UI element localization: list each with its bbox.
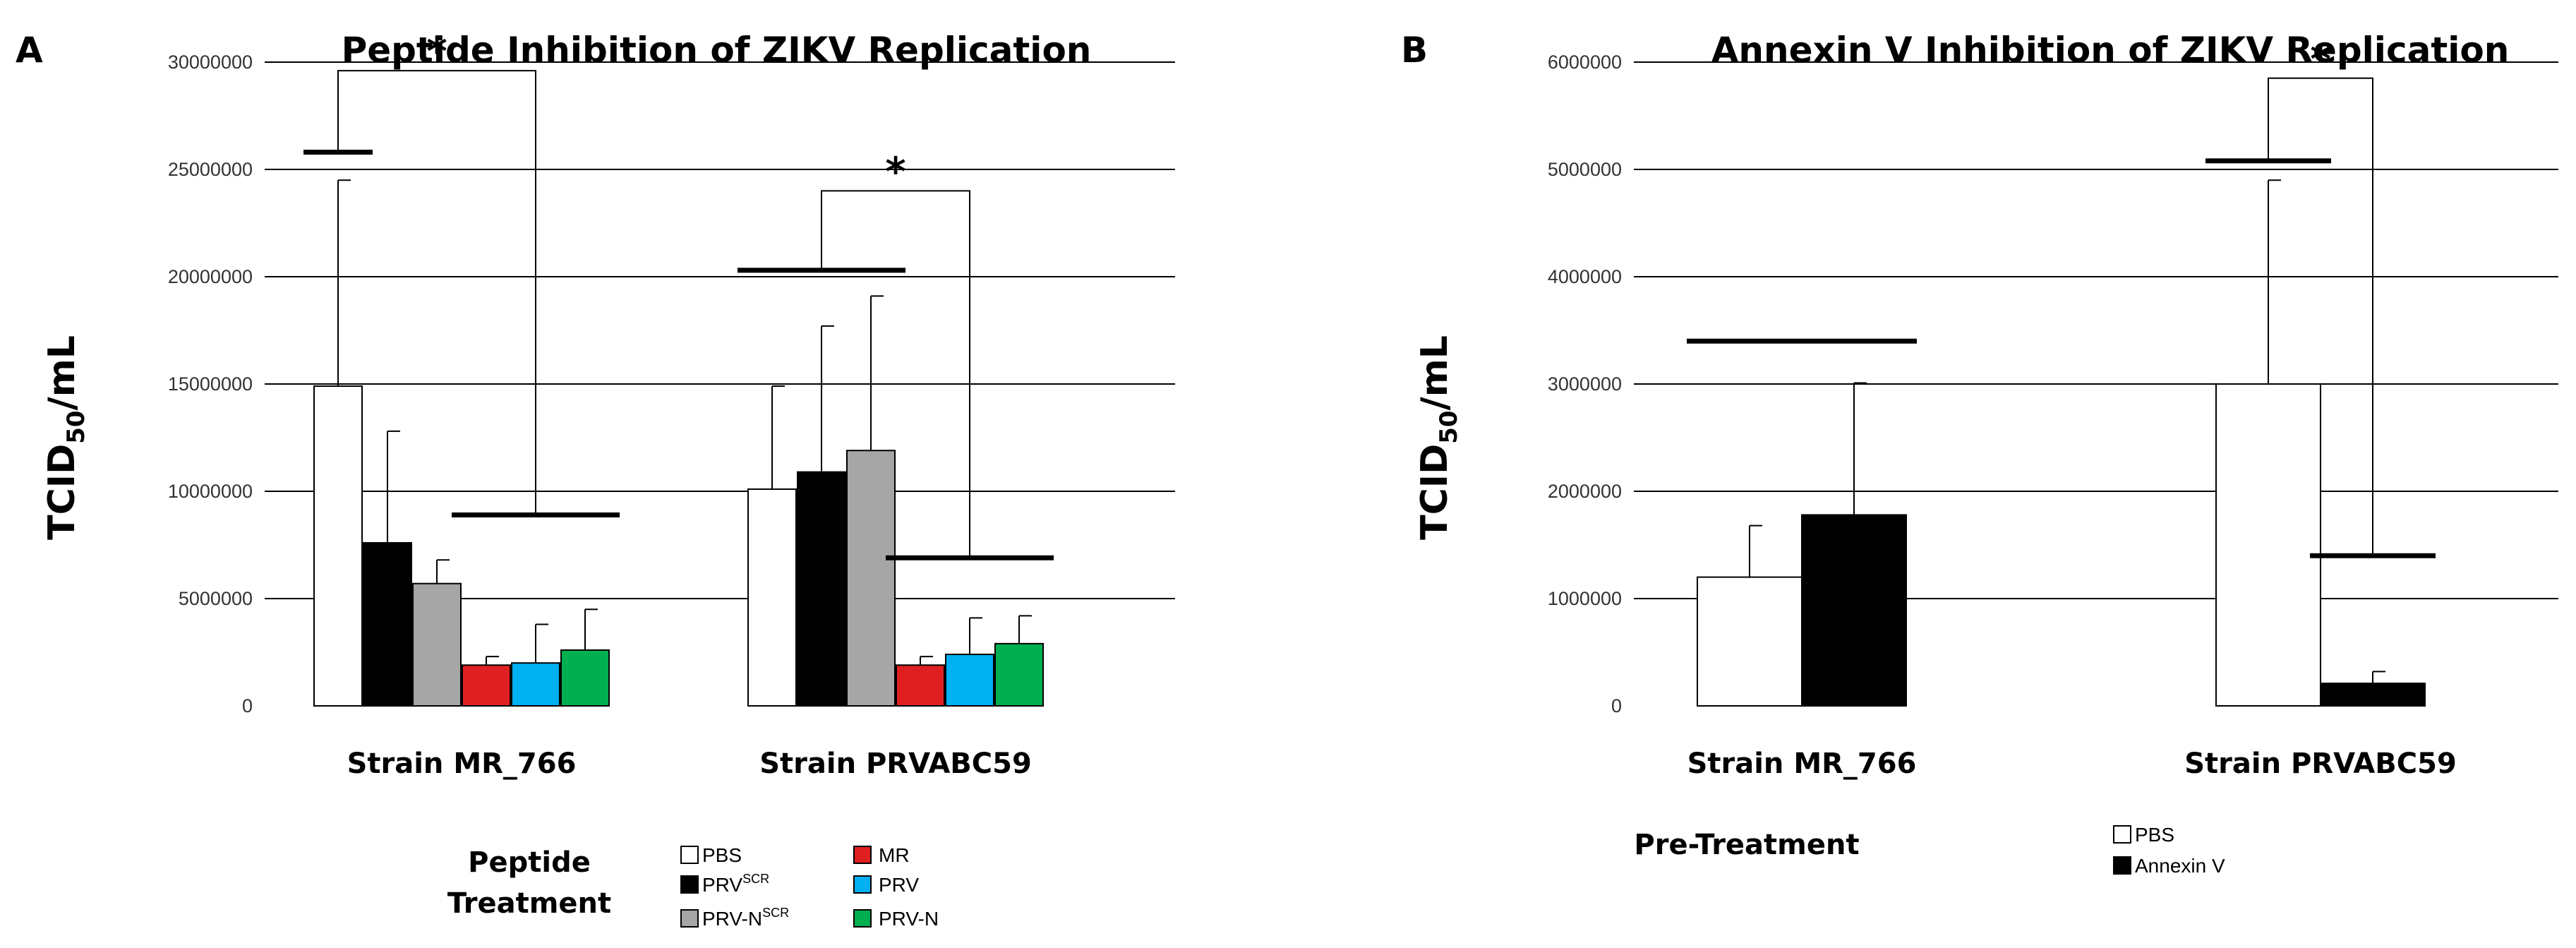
bar bbox=[1801, 514, 1907, 707]
significance-bracket bbox=[337, 70, 536, 515]
significance-star: * bbox=[426, 29, 447, 75]
bar bbox=[846, 450, 896, 707]
y-tick-label: 15000000 bbox=[168, 373, 253, 395]
panel-b: B Annexin V Inhibition of ZIKV Replicatio… bbox=[1401, 30, 2558, 877]
y-tick-label: 25000000 bbox=[168, 159, 253, 180]
bar bbox=[994, 642, 1044, 707]
y-tick-label: 3000000 bbox=[1548, 373, 1622, 395]
y-tick-label: 10000000 bbox=[168, 481, 253, 502]
legend-title: Treatment bbox=[447, 887, 611, 920]
bar bbox=[896, 664, 945, 707]
panel-letter: A bbox=[16, 30, 43, 71]
y-tick-label: 4000000 bbox=[1548, 266, 1622, 287]
bar bbox=[945, 654, 994, 707]
legend-label: PBS bbox=[2135, 824, 2174, 846]
legend-swatch bbox=[680, 909, 699, 928]
y-tick-label: 5000000 bbox=[179, 588, 253, 609]
legend-swatch bbox=[680, 846, 699, 864]
bar bbox=[313, 385, 363, 707]
legend-label: MR bbox=[879, 844, 910, 866]
x-category-label: Strain MR_766 bbox=[347, 748, 577, 780]
x-category-label: Strain PRVABC59 bbox=[2184, 748, 2457, 780]
y-tick-label: 2000000 bbox=[1548, 481, 1622, 502]
y-tick-label: 5000000 bbox=[1548, 159, 1622, 180]
legend-swatch bbox=[680, 875, 699, 894]
legend-label: PRV-N bbox=[879, 908, 939, 930]
x-category-label: Strain MR_766 bbox=[1687, 748, 1917, 780]
significance-star: * bbox=[885, 149, 905, 195]
chart-title: Peptide Inhibition of ZIKV Replication bbox=[342, 30, 1092, 71]
y-tick-label: 6000000 bbox=[1548, 52, 1622, 73]
bar bbox=[1697, 576, 1802, 707]
legend-label: PRV bbox=[879, 874, 919, 896]
bar bbox=[2215, 383, 2321, 707]
chart-title: Annexin V Inhibition of ZIKV Replication bbox=[1711, 30, 2510, 71]
legend-label: PRVSCR bbox=[702, 872, 769, 896]
bar bbox=[462, 664, 511, 707]
y-tick-label: 0 bbox=[242, 695, 253, 716]
bar bbox=[560, 649, 610, 707]
bar bbox=[511, 662, 560, 707]
significance-bracket bbox=[2268, 77, 2373, 556]
bar bbox=[363, 541, 412, 707]
legend-label: PRV-NSCR bbox=[702, 906, 789, 930]
bar bbox=[797, 471, 846, 707]
legend-swatch bbox=[853, 846, 872, 864]
legend-swatch bbox=[2113, 856, 2131, 875]
panel-a: A Peptide Inhibition of ZIKV Replication T… bbox=[16, 29, 1175, 930]
legend-title: Peptide bbox=[468, 846, 591, 879]
bar bbox=[747, 488, 797, 707]
panel-letter: B bbox=[1401, 30, 1428, 71]
y-tick-label: 30000000 bbox=[168, 52, 253, 73]
x-category-label: Strain PRVABC59 bbox=[759, 748, 1032, 780]
significance-bracket bbox=[821, 190, 970, 558]
bar bbox=[412, 582, 462, 707]
legend-swatch bbox=[2113, 825, 2131, 844]
bar bbox=[2320, 683, 2426, 707]
legend-swatch bbox=[853, 875, 872, 894]
legend-label: PBS bbox=[702, 844, 742, 866]
y-axis-label: TCID50/mL bbox=[41, 335, 90, 540]
legend-title: Pre-Treatment bbox=[1634, 829, 1859, 861]
y-tick-label: 0 bbox=[1611, 695, 1622, 716]
legend-swatch bbox=[853, 909, 872, 928]
legend-label: Annexin V bbox=[2135, 855, 2225, 877]
y-tick-label: 1000000 bbox=[1548, 588, 1622, 609]
significance-star: * bbox=[2310, 37, 2330, 83]
y-axis-label: TCID50/mL bbox=[1414, 335, 1463, 540]
y-tick-label: 20000000 bbox=[168, 266, 253, 287]
